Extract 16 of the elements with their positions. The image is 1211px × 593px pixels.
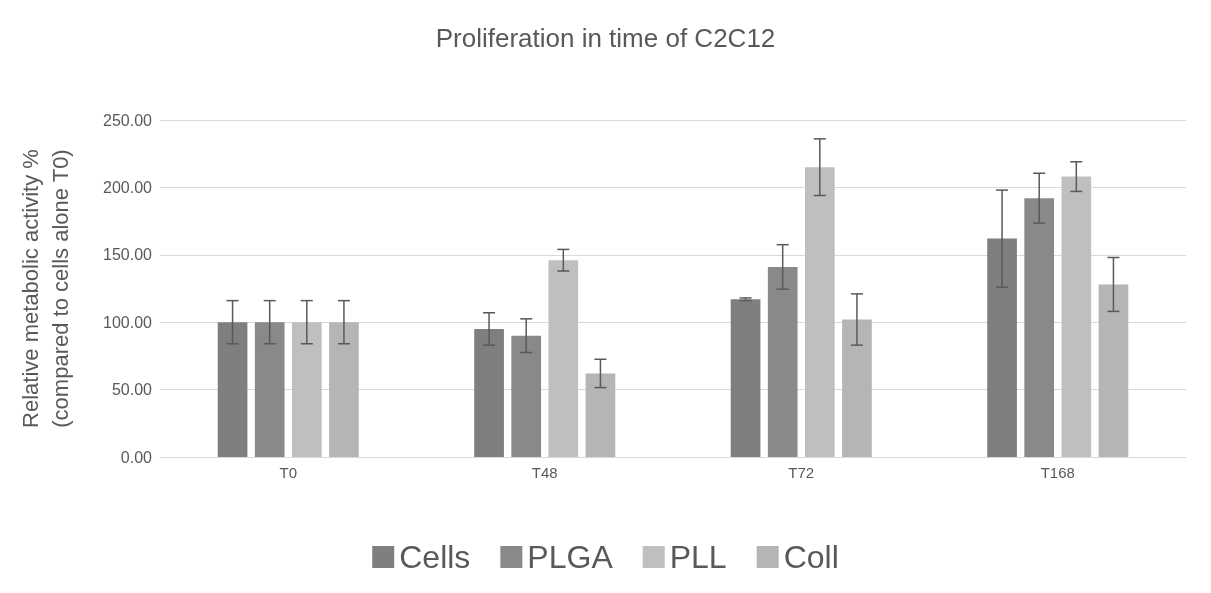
y-axis-title: Relative metabolic activity % (compared to cells alone T0) [17,149,73,428]
y-tick-label: 150.00 [103,246,153,264]
y-tick-label: 200.00 [103,178,153,196]
legend-label: PLL [669,539,727,575]
x-tick-label: T0 [279,464,298,481]
x-tick-label: T72 [788,464,815,481]
legend-label: Cells [399,539,471,575]
legend-label: PLGA [527,539,614,575]
y-tick-label: 50.00 [111,381,153,399]
chart-title: Proliferation in time of C2C12 [435,23,776,53]
y-tick-label: 250.00 [103,111,153,129]
y-tick-label: 100.00 [103,313,153,331]
y-tick-label: 0.00 [120,448,153,466]
x-tick-label: T168 [1040,464,1075,481]
legend-label: Coll [783,539,839,575]
x-tick-label: T48 [531,464,558,481]
